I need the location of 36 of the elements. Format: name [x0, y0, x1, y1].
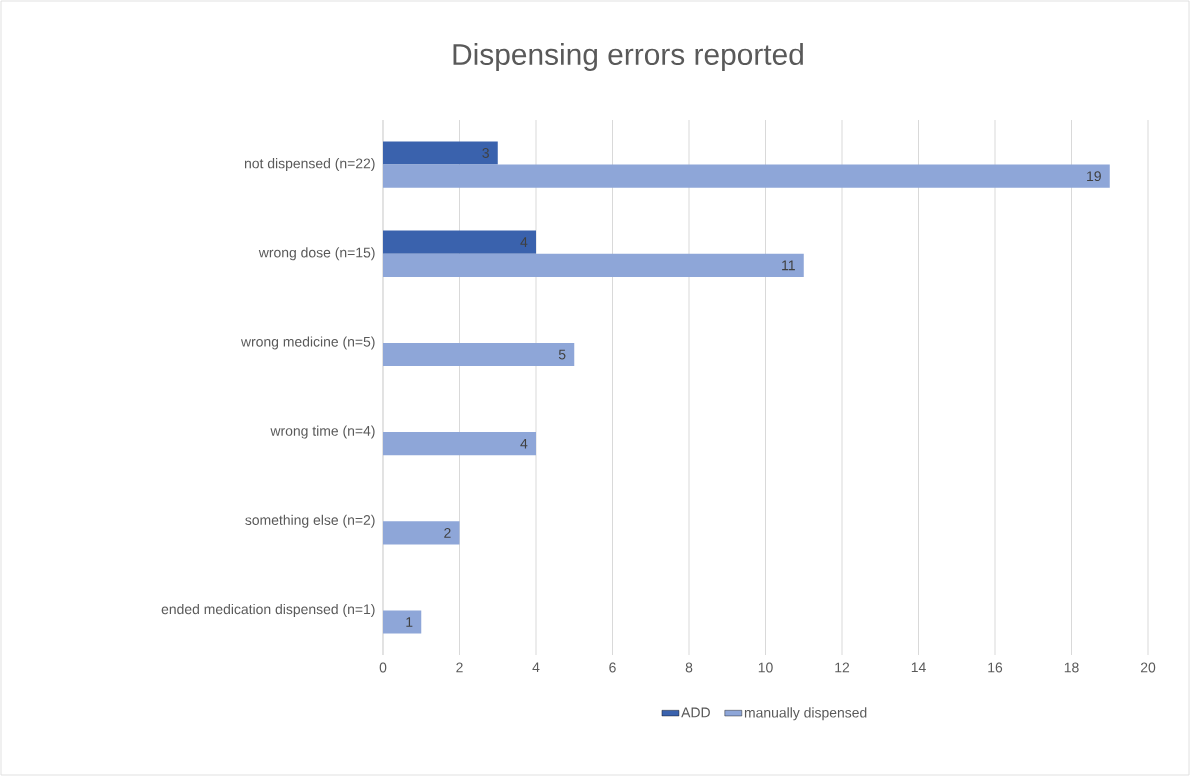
x-tick-label: 0: [379, 662, 387, 673]
legend-label: manually dispensed: [744, 707, 867, 721]
x-tick-label: 8: [685, 662, 693, 673]
data-label: 1: [406, 617, 413, 627]
legend-label: ADD: [681, 707, 710, 718]
data-label: 4: [520, 438, 528, 449]
bar: [383, 164, 1110, 188]
y-tick-label: ended medication dispensed (n=1): [161, 603, 375, 617]
y-tick-label: wrong dose (n=15): [258, 247, 375, 261]
x-tick-label: 18: [1064, 662, 1079, 673]
chart-title: Dispensing errors reported: [453, 43, 803, 71]
x-tick-label: 2: [456, 662, 463, 673]
bar: [383, 432, 536, 456]
x-tick-label: 6: [609, 662, 616, 673]
bar: [383, 610, 422, 634]
data-label: 3: [482, 148, 489, 158]
data-label: 5: [558, 349, 566, 360]
x-tick-label: 12: [835, 662, 850, 673]
x-tick-label: 16: [988, 662, 1003, 673]
y-tick-label: wrong medicine (n=5): [240, 336, 375, 350]
x-tick-label: 20: [1140, 662, 1156, 673]
y-tick-label: something else (n=2): [245, 514, 375, 528]
x-tick-label: 14: [911, 662, 926, 673]
x-tick-label: 10: [758, 662, 773, 673]
bar: [383, 342, 575, 367]
data-label: 19: [1087, 171, 1101, 182]
bar: [383, 521, 460, 545]
data-label: 4: [520, 237, 528, 247]
y-tick-label: wrong time (n=4): [270, 425, 375, 439]
x-tick-label: 4: [532, 662, 540, 673]
data-label: 2: [444, 527, 451, 538]
y-tick-label: not dispensed (n=22): [244, 158, 375, 172]
data-label: 11: [782, 260, 795, 271]
bar: [383, 230, 536, 254]
bar: [383, 253, 804, 277]
bar: [383, 141, 498, 165]
